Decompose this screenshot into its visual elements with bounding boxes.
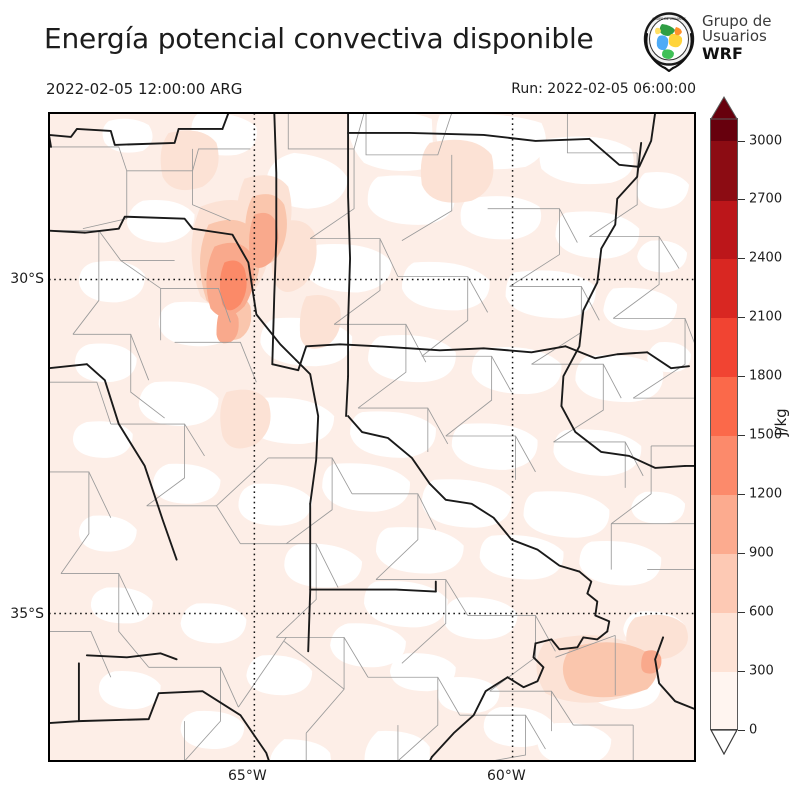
colorbar-tick xyxy=(738,494,745,495)
colorbar-extend-min-arrow xyxy=(710,729,738,755)
colorbar-tick-label: 300 xyxy=(749,663,774,679)
colorbar-band xyxy=(710,494,738,554)
map-plot-area xyxy=(48,112,696,762)
colorbar-band xyxy=(710,118,738,142)
colorbar-tick-label: 900 xyxy=(749,545,774,561)
xtick-label-65W: 65°W xyxy=(228,768,267,784)
page-title: Energía potencial convectiva disponible xyxy=(44,22,594,55)
model-run-label: Run: 2022-02-05 06:00:00 xyxy=(511,81,696,97)
colorbar-tick xyxy=(738,553,745,554)
colorbar-tick xyxy=(738,376,745,377)
colorbar-band xyxy=(710,553,738,613)
colorbar-band xyxy=(710,141,738,201)
colorbar-tick xyxy=(738,199,745,200)
valid-time-label: 2022-02-05 12:00:00 ARG xyxy=(46,80,243,98)
colorbar-tick xyxy=(738,317,745,318)
cape-sub-threshold-patches xyxy=(72,113,692,761)
department-boundaries xyxy=(49,113,695,761)
colorbar-tick xyxy=(738,141,745,142)
colorbar-tick xyxy=(738,671,745,672)
colorbar-tick-label: 0 xyxy=(749,722,758,738)
colorbar xyxy=(710,118,738,731)
colorbar-tick-label: 2700 xyxy=(749,191,783,207)
wrf-user-group-logo: GRUPO DE USUARIOS Grupo de Usuarios WRF xyxy=(640,12,792,74)
colorbar-tick-label: 2100 xyxy=(749,309,783,325)
colorbar-tick-label: 1800 xyxy=(749,368,783,384)
colorbar-tick xyxy=(738,435,745,436)
colorbar-band xyxy=(710,612,738,672)
graticule-lines xyxy=(49,113,695,761)
xtick-label-60W: 60°W xyxy=(487,768,526,784)
colorbar-tick-label: 3000 xyxy=(749,133,783,149)
colorbar-band xyxy=(710,435,738,495)
colorbar-band xyxy=(710,376,738,437)
colorbar-unit-label: J/kg xyxy=(772,408,790,436)
ytick-label-30S: 30°S xyxy=(10,271,44,287)
wrf-user-group-seal-icon: GRUPO DE USUARIOS xyxy=(643,12,695,72)
logo-line-1: Grupo de xyxy=(702,12,772,30)
colorbar-band xyxy=(710,199,738,260)
colorbar-tick-label: 2400 xyxy=(749,250,783,266)
colorbar-tick-label: 1500 xyxy=(749,427,783,443)
colorbar-tick xyxy=(738,730,745,731)
colorbar-tick xyxy=(738,612,745,613)
cape-band-1200-1500 xyxy=(219,260,247,311)
svg-text:GRUPO DE USUARIOS: GRUPO DE USUARIOS xyxy=(652,17,686,21)
logo-line-2: Usuarios xyxy=(702,27,767,46)
colorbar-tick-label: 600 xyxy=(749,604,774,620)
colorbar-extend-max-arrow xyxy=(710,96,738,120)
logo-line-3: WRF xyxy=(702,43,743,63)
ytick-label-35S: 35°S xyxy=(10,606,44,622)
colorbar-tick xyxy=(738,258,745,259)
colorbar-band xyxy=(710,317,738,378)
cape-field-map xyxy=(49,113,695,761)
colorbar-band xyxy=(710,671,738,731)
logo-text-block: Grupo de Usuarios WRF xyxy=(702,12,772,63)
colorbar-band xyxy=(710,258,738,319)
colorbar-tick-label: 1200 xyxy=(749,486,783,502)
